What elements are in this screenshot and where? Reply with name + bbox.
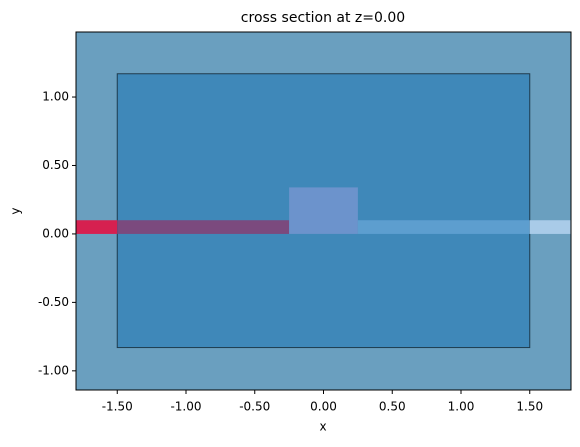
x-tick-label: 1.00 bbox=[448, 400, 475, 414]
x-tick-label: -1.00 bbox=[170, 400, 201, 414]
x-tick-label: 1.50 bbox=[516, 400, 543, 414]
y-tick-label: 0.50 bbox=[42, 158, 69, 172]
y-tick-label: -1.00 bbox=[38, 363, 69, 377]
structure bbox=[289, 187, 358, 234]
structure bbox=[76, 220, 118, 234]
y-tick-label: 1.00 bbox=[42, 90, 69, 104]
structure bbox=[117, 220, 290, 234]
y-tick-label: -0.50 bbox=[38, 295, 69, 309]
structure bbox=[529, 220, 571, 234]
x-tick-label: -1.50 bbox=[102, 400, 133, 414]
x-tick-label: -0.50 bbox=[239, 400, 270, 414]
x-tick-label: 0.00 bbox=[310, 400, 337, 414]
chart-title: cross section at z=0.00 bbox=[241, 10, 405, 26]
y-axis-label: y bbox=[9, 207, 23, 214]
y-tick-label: 0.00 bbox=[42, 226, 69, 240]
x-tick-label: 0.50 bbox=[379, 400, 406, 414]
x-axis-label: x bbox=[319, 420, 326, 434]
structure bbox=[357, 220, 530, 234]
